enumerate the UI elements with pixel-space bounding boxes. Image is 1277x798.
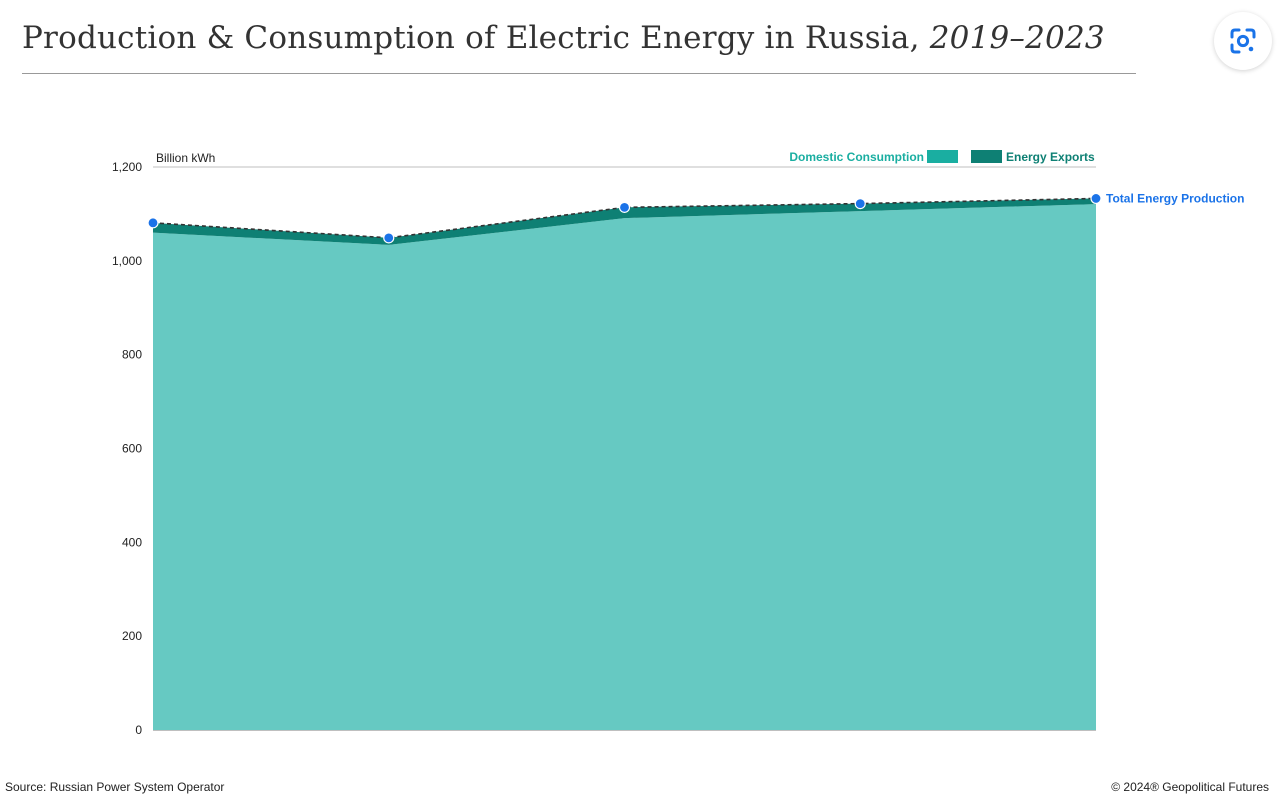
y-tick-label: 400 (122, 535, 142, 549)
axis-layer: 0 200 400 600 800 1,000 1,200 (112, 160, 142, 737)
y-tick-label: 800 (122, 348, 142, 362)
area-layer (153, 198, 1096, 731)
total-production-point (383, 232, 395, 244)
total-production-line (152, 197, 1097, 239)
total-production-label: Total Energy Production (1106, 191, 1244, 205)
chart-title: Production & Consumption of Electric Ene… (22, 20, 1105, 56)
total-production-point (1090, 192, 1102, 205)
legend-swatch-energy-exports (971, 150, 1002, 163)
y-tick-label: 1,200 (112, 160, 142, 174)
legend-label-domestic-consumption: Domestic Consumption (789, 150, 924, 164)
line-layer: Total Energy Production (147, 191, 1244, 244)
y-axis-label: Billion kWh (156, 151, 215, 165)
copyright-note: © 2024® Geopolitical Futures (1111, 780, 1269, 794)
google-lens-button[interactable] (1214, 12, 1272, 70)
total-production-point (854, 197, 866, 210)
y-tick-label: 200 (122, 629, 142, 643)
title-divider (22, 73, 1136, 74)
source-note: Source: Russian Power System Operator (5, 780, 225, 794)
y-tick-label: 600 (122, 442, 142, 456)
chart-title-years: 2019–2023 (929, 20, 1105, 56)
legend-swatch-domestic-consumption (927, 150, 958, 163)
chart-title-main: Production & Consumption of Electric Ene… (22, 20, 930, 56)
total-production-point (147, 217, 159, 229)
domestic-consumption-area (153, 204, 1096, 731)
y-tick-label: 0 (135, 723, 142, 737)
google-lens-icon (1230, 28, 1256, 54)
total-production-point (618, 201, 631, 213)
legend: Domestic Consumption Energy Exports (789, 150, 1095, 164)
legend-label-energy-exports: Energy Exports (1006, 150, 1095, 164)
y-tick-label: 1,000 (112, 254, 142, 268)
energy-exports-area (153, 198, 1096, 245)
